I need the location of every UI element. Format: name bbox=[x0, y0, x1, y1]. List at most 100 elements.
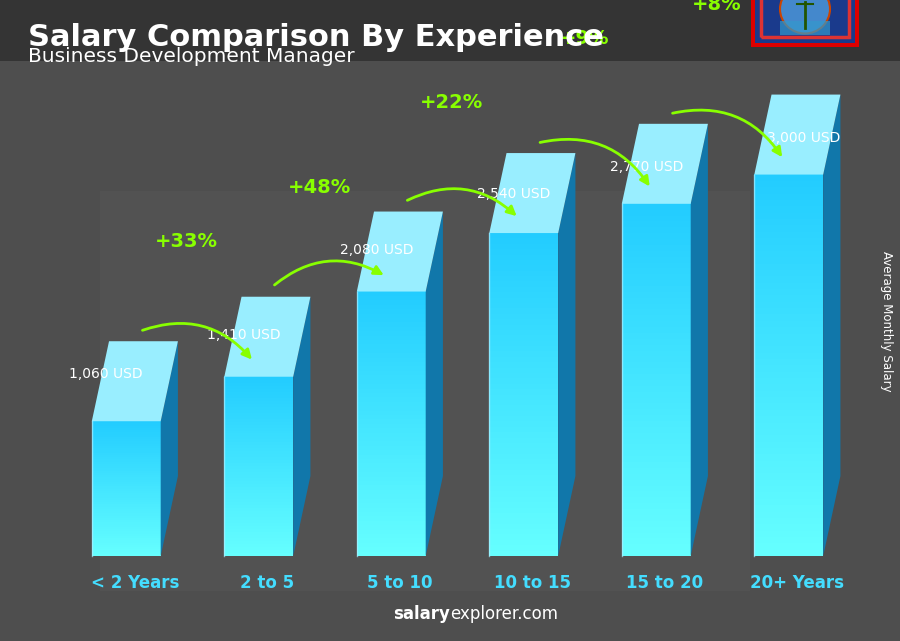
Bar bbox=[356, 437, 426, 442]
Bar bbox=[224, 547, 293, 550]
Bar bbox=[356, 512, 426, 517]
Bar bbox=[754, 498, 824, 505]
Bar bbox=[622, 268, 690, 274]
Bar bbox=[356, 423, 426, 428]
Bar bbox=[224, 531, 293, 535]
Text: 20+ Years: 20+ Years bbox=[751, 574, 844, 592]
Bar bbox=[622, 315, 690, 321]
Bar bbox=[92, 506, 161, 509]
Bar bbox=[356, 304, 426, 309]
Text: Average Monthly Salary: Average Monthly Salary bbox=[880, 251, 893, 391]
Bar bbox=[224, 481, 293, 485]
Bar bbox=[0, 0, 900, 61]
Bar bbox=[92, 481, 161, 484]
Bar bbox=[92, 513, 161, 515]
Bar bbox=[622, 238, 690, 245]
Bar bbox=[754, 212, 824, 219]
Bar bbox=[356, 419, 426, 424]
Bar bbox=[356, 291, 426, 296]
Bar bbox=[622, 209, 690, 215]
Bar bbox=[490, 265, 558, 271]
Bar bbox=[356, 317, 426, 322]
Bar bbox=[622, 438, 690, 444]
Bar bbox=[490, 475, 558, 481]
Bar bbox=[622, 320, 690, 327]
Bar bbox=[622, 221, 690, 228]
Bar bbox=[224, 388, 293, 392]
Bar bbox=[224, 538, 293, 541]
Bar bbox=[754, 187, 824, 194]
Bar bbox=[754, 352, 824, 359]
Bar bbox=[224, 478, 293, 481]
Bar bbox=[224, 493, 293, 496]
Bar bbox=[356, 498, 426, 503]
Bar bbox=[356, 533, 426, 538]
Bar bbox=[224, 406, 293, 410]
Bar bbox=[92, 479, 161, 482]
Polygon shape bbox=[293, 297, 310, 556]
Polygon shape bbox=[92, 341, 178, 421]
Bar bbox=[356, 503, 426, 508]
Bar bbox=[622, 262, 690, 269]
Bar bbox=[224, 487, 293, 490]
Bar bbox=[754, 345, 824, 353]
Bar bbox=[490, 276, 558, 281]
Bar bbox=[224, 553, 293, 556]
Bar bbox=[490, 534, 558, 540]
Bar bbox=[490, 539, 558, 545]
Bar bbox=[622, 227, 690, 233]
Bar bbox=[356, 445, 426, 450]
Bar bbox=[754, 517, 824, 524]
Bar bbox=[356, 388, 426, 393]
Bar bbox=[754, 422, 824, 429]
Bar bbox=[356, 313, 426, 318]
Bar bbox=[622, 397, 690, 403]
Bar bbox=[754, 333, 824, 340]
Bar bbox=[356, 432, 426, 437]
Bar bbox=[92, 508, 161, 511]
Bar bbox=[224, 442, 293, 445]
Bar bbox=[224, 445, 293, 449]
Bar bbox=[754, 460, 824, 467]
Bar bbox=[754, 276, 824, 283]
Bar bbox=[754, 403, 824, 410]
Bar bbox=[622, 333, 690, 339]
Bar bbox=[754, 524, 824, 531]
Bar bbox=[92, 499, 161, 502]
Bar bbox=[224, 484, 293, 487]
Bar bbox=[92, 454, 161, 457]
Bar bbox=[92, 524, 161, 527]
Bar bbox=[754, 244, 824, 251]
Bar bbox=[92, 488, 161, 491]
Bar bbox=[92, 529, 161, 531]
Bar bbox=[224, 427, 293, 431]
Bar bbox=[92, 526, 161, 529]
Bar bbox=[490, 367, 558, 373]
Bar bbox=[490, 394, 558, 400]
Bar bbox=[490, 345, 558, 351]
Bar bbox=[92, 472, 161, 475]
Text: 15 to 20: 15 to 20 bbox=[626, 574, 704, 592]
Bar bbox=[490, 415, 558, 421]
Bar bbox=[356, 410, 426, 415]
Bar bbox=[356, 547, 426, 552]
Bar bbox=[356, 481, 426, 485]
Bar bbox=[224, 508, 293, 511]
Bar bbox=[92, 483, 161, 487]
Bar bbox=[622, 532, 690, 538]
Bar bbox=[224, 502, 293, 505]
Bar bbox=[92, 459, 161, 462]
Text: +33%: +33% bbox=[156, 232, 219, 251]
Bar bbox=[356, 397, 426, 402]
Bar bbox=[754, 339, 824, 346]
Bar bbox=[490, 388, 558, 394]
Bar bbox=[356, 538, 426, 543]
Bar bbox=[224, 535, 293, 538]
Bar bbox=[622, 409, 690, 415]
Bar bbox=[224, 454, 293, 458]
Bar bbox=[490, 313, 558, 319]
Bar bbox=[754, 447, 824, 454]
Bar bbox=[754, 308, 824, 315]
Bar bbox=[92, 490, 161, 493]
Text: 1,060 USD: 1,060 USD bbox=[69, 367, 143, 381]
